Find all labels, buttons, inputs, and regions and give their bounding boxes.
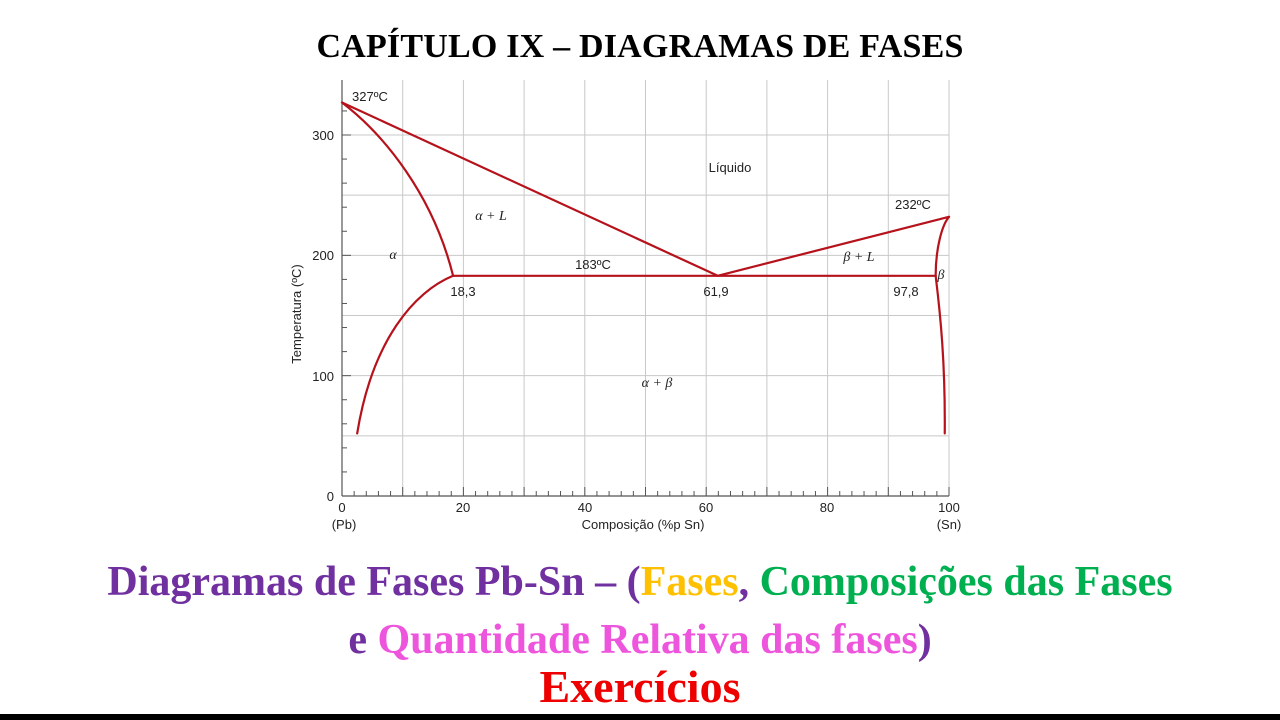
subtitle-fases: Fases	[640, 559, 739, 605]
x-tick-label-20: 20	[456, 500, 470, 515]
y-tick-label-200: 200	[312, 248, 334, 263]
phase-diagram: Temperatura (ºC) Composição (%p Sn) (Pb)…	[289, 80, 962, 532]
sn-melting-label: 232ºC	[895, 197, 931, 212]
x-end-label-sn: (Sn)	[937, 517, 962, 532]
subtitle-line-2: e Quantidade Relativa das fases)	[0, 616, 1280, 664]
subtitle-quantidade: Quantidade Relativa das fases	[377, 617, 918, 663]
alpha-liquid-region-label: α + L	[475, 209, 507, 224]
grid-lines	[342, 80, 950, 496]
solidus-line-alpha	[340, 101, 455, 277]
exercises-title: Exercícios	[539, 661, 741, 712]
subtitle-comma: ,	[738, 559, 760, 605]
solidus-line-beta	[934, 215, 951, 277]
liquid-region-label: Líquido	[709, 160, 752, 175]
beta-region-label: β	[937, 268, 945, 283]
x-axis-label: Composição (%p Sn)	[582, 517, 705, 532]
liquidus-line-alpha	[340, 101, 719, 277]
y-axis-label: Temperatura (ºC)	[289, 264, 304, 363]
alpha-composition-label: 18,3	[450, 284, 475, 299]
eutectic-composition-label: 61,9	[703, 284, 728, 299]
subtitle-e: e	[348, 617, 378, 663]
x-tick-label-40: 40	[578, 500, 592, 515]
subtitle-close: )	[917, 617, 932, 663]
liquidus-line-beta	[716, 215, 951, 277]
x-tick-label-100: 100	[938, 500, 960, 515]
alpha-region-label: α	[389, 248, 397, 263]
beta-liquid-region-label: β + L	[842, 250, 874, 265]
subtitle-part-1: Diagramas de Fases Pb-Sn – (	[107, 559, 641, 605]
subtitle-composicoes: Composições das Fases	[759, 559, 1173, 605]
chapter-title: CAPÍTULO IX – DIAGRAMAS DE FASES	[316, 28, 964, 65]
y-tick-label-100: 100	[312, 369, 334, 384]
alpha-beta-region-label: α + β	[642, 376, 673, 391]
pb-melting-label: 327ºC	[352, 89, 388, 104]
solvus-line-beta	[934, 274, 946, 435]
x-tick-label-80: 80	[820, 500, 834, 515]
subtitle-line-1: Diagramas de Fases Pb-Sn – (Fases, Compo…	[0, 558, 1280, 606]
axis-ticks	[341, 110, 950, 497]
x-end-label-pb: (Pb)	[332, 517, 357, 532]
eutectic-temp-label: 183ºC	[575, 257, 611, 272]
beta-composition-label: 97,8	[893, 284, 918, 299]
solvus-line-alpha	[356, 274, 455, 435]
y-tick-label-300: 300	[312, 128, 334, 143]
x-tick-label-0: 0	[338, 500, 345, 515]
phase-boundaries	[340, 101, 951, 435]
x-tick-label-60: 60	[699, 500, 713, 515]
y-tick-label-0: 0	[327, 489, 334, 504]
bottom-bar	[0, 714, 1280, 720]
